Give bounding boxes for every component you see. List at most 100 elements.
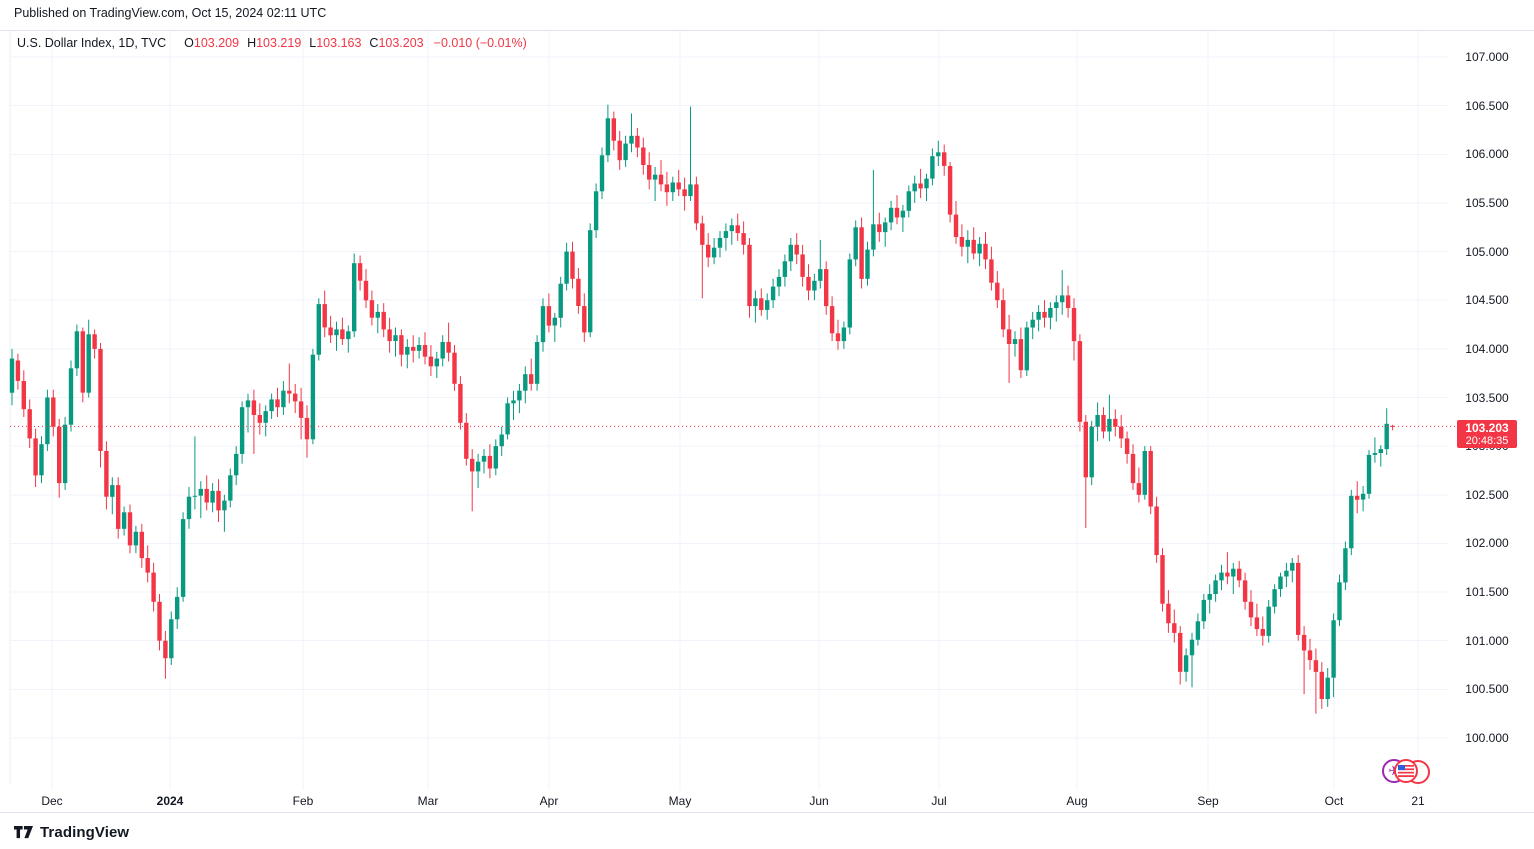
candle-body	[599, 155, 605, 192]
candle-body	[812, 280, 817, 291]
candle-body	[1024, 327, 1029, 371]
candle-body	[1349, 495, 1354, 549]
tradingview-brand-link[interactable]: TradingView	[14, 822, 129, 842]
time-axis-label: Sep	[1197, 794, 1219, 808]
candle-body	[676, 182, 681, 190]
candle-body	[127, 512, 133, 546]
candle-body	[794, 244, 799, 255]
candle-body	[298, 401, 304, 418]
candle-body	[1001, 300, 1006, 330]
candle-body	[1077, 341, 1083, 422]
candle-body	[664, 184, 670, 193]
candle-body	[475, 461, 481, 472]
candle-body	[593, 191, 599, 231]
candle-body	[1012, 339, 1018, 344]
candle-body	[570, 251, 575, 279]
candle-body	[658, 174, 664, 185]
price-axis-label: 100.500	[1465, 682, 1509, 696]
candle-body	[1201, 599, 1206, 622]
candle-body	[1254, 617, 1260, 630]
candle-body	[422, 345, 428, 357]
last-price-value: 103.203	[1465, 421, 1509, 435]
candle-body	[534, 342, 540, 384]
candle-body	[647, 165, 652, 180]
candle-body	[1071, 308, 1077, 342]
candle-body	[1189, 639, 1195, 656]
candle-body	[865, 249, 870, 279]
candle-body	[1307, 650, 1313, 661]
chart-legend[interactable]: U.S. Dollar Index, 1D, TVC O103.209 H103.2…	[17, 36, 527, 50]
candle-body	[1030, 319, 1035, 328]
candle-body	[1183, 655, 1189, 672]
candle-body	[1054, 302, 1059, 308]
candle-body	[1372, 453, 1378, 455]
candle-body	[829, 306, 835, 334]
candle-body	[818, 269, 823, 281]
candle-body	[700, 223, 705, 245]
candle-body	[1284, 570, 1289, 577]
price-axis-label: 105.500	[1465, 196, 1509, 210]
candle-body	[983, 243, 988, 260]
us-flag-event-icon[interactable]	[1394, 759, 1418, 783]
candle-body	[682, 189, 687, 197]
candle-body	[1296, 562, 1301, 635]
candle-body	[1083, 421, 1088, 478]
candle-body	[74, 331, 80, 369]
price-axis-label: 101.500	[1465, 585, 1509, 599]
candle-body	[670, 182, 675, 193]
candle-body	[375, 311, 380, 318]
candle-body	[322, 304, 327, 328]
time-axis-label: Feb	[292, 794, 314, 808]
candle-body	[234, 453, 239, 476]
candle-body	[564, 251, 569, 284]
candle-body	[458, 383, 463, 423]
price-axis-label: 104.000	[1465, 342, 1509, 356]
close-value: 103.203	[378, 36, 424, 50]
candle-body	[1042, 311, 1047, 318]
candle-body	[381, 311, 386, 330]
candle-body	[328, 327, 333, 336]
candle-body	[357, 263, 363, 281]
candle-body	[1219, 572, 1224, 581]
candle-body	[947, 166, 953, 215]
candle-body	[116, 485, 121, 529]
candle-body	[1018, 339, 1024, 371]
change-value: −0.010 (−0.01%)	[433, 36, 527, 50]
candle-body	[163, 640, 168, 659]
tradingview-logo-icon	[14, 825, 33, 838]
bar-countdown: 20:48:35	[1465, 435, 1509, 447]
candle-body	[411, 346, 416, 351]
candle-body	[139, 531, 144, 559]
candle-body	[1166, 603, 1171, 624]
candle-body	[540, 306, 546, 343]
candle-body	[546, 306, 552, 326]
candle-body	[942, 152, 947, 166]
candle-body	[51, 397, 56, 427]
candle-body	[729, 225, 734, 232]
candle-body	[169, 619, 174, 659]
candle-body	[582, 306, 587, 333]
candle-body	[735, 225, 740, 234]
candle-body	[906, 191, 911, 211]
candle-body	[1313, 660, 1319, 672]
candle-body	[434, 358, 439, 367]
candle-body	[1172, 623, 1177, 633]
candle-body	[747, 244, 752, 307]
candle-body	[98, 348, 103, 451]
candle-body	[1207, 594, 1212, 600]
candle-body	[1048, 308, 1053, 318]
candle-body	[121, 512, 127, 529]
candle-body	[1036, 311, 1041, 320]
candle-body	[440, 342, 445, 359]
candle-body	[204, 488, 209, 503]
candle-body	[1107, 418, 1112, 432]
candle-body	[770, 286, 776, 301]
candle-body	[1260, 629, 1265, 636]
candle-body	[1095, 415, 1100, 427]
candle-body	[977, 243, 982, 254]
time-axis-label: 2024	[156, 794, 184, 808]
symbol-title[interactable]: U.S. Dollar Index, 1D, TVC	[17, 36, 167, 50]
candle-body	[1060, 295, 1065, 303]
time-axis-label: 21	[1411, 794, 1425, 808]
